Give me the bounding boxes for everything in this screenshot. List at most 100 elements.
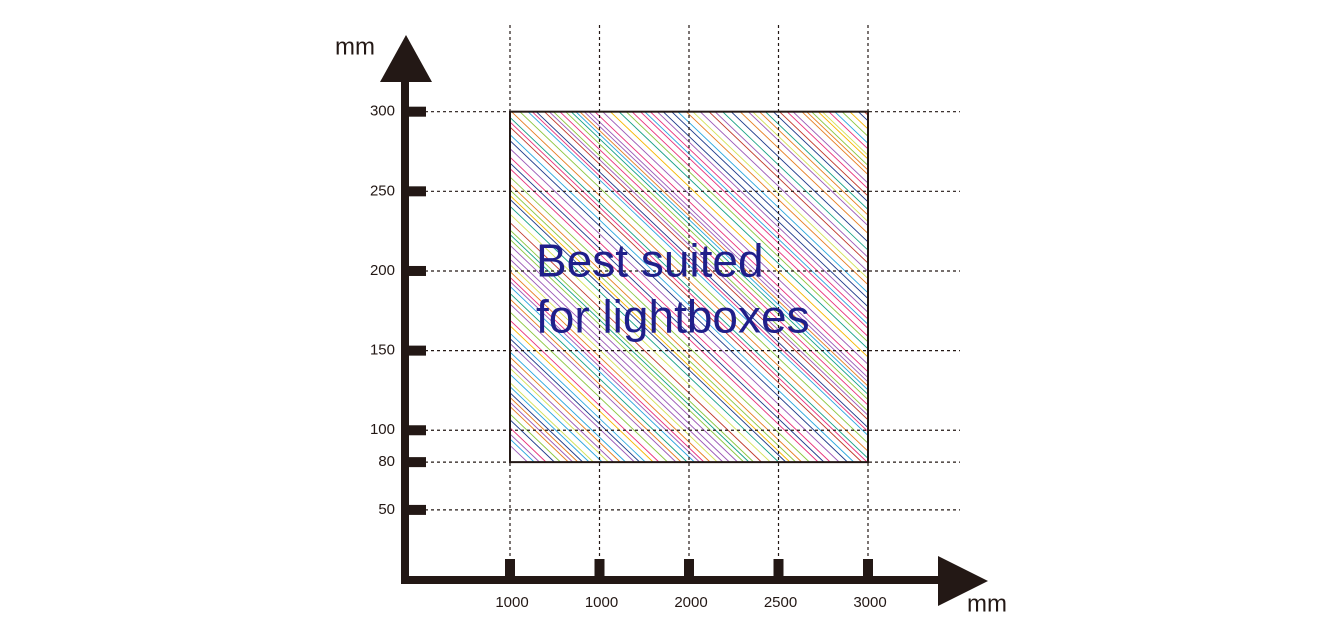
hatch-line [510,311,668,463]
hatch-line [618,111,868,350]
hatch-line [510,351,626,463]
hatch-line [588,111,868,379]
hatch-line [510,392,584,463]
hatch-line [722,111,868,251]
hatch-line [752,111,868,223]
hatch-line [671,111,868,300]
x-tick [863,559,873,578]
hatch-line [510,233,750,463]
hatch-line [510,337,641,463]
hatch-line [510,167,819,463]
hatch-line [510,367,609,463]
hatch-line [510,189,797,463]
hatch-line [821,111,868,156]
hatch-line [511,111,868,452]
hatch-line [510,183,803,463]
hatch-line [610,111,868,358]
y-tick-label: 250 [370,182,395,199]
x-tick [594,559,605,578]
hatch-line [510,386,590,463]
hatch-line [510,438,535,463]
hatch-line [510,419,555,463]
hatch-line [553,111,868,412]
x-axis-label: mm [967,590,1007,617]
hatch-line [510,126,863,463]
hatch-line [730,111,868,243]
hatch-line [510,121,868,463]
hatch-line [765,111,868,211]
hatch-line [544,111,868,421]
y-tick-label: 200 [370,262,395,279]
hatch-line [602,111,868,366]
hatch-line [625,111,868,343]
hatch-line [510,292,688,463]
hatch-line [510,205,779,463]
hatch-line [714,111,868,258]
hatch-line [570,111,868,396]
hatch-line [510,258,724,463]
y-axis-label: mm [335,33,375,60]
hatch-line [779,111,868,197]
hatch-line [739,111,868,235]
hatch-line [510,213,771,463]
hatch-line [583,111,868,383]
hatch-line [644,111,868,325]
y-tick [405,106,426,117]
hatch [510,111,868,463]
hatch-line [801,111,868,176]
hatch-line [594,111,868,373]
region-text: Best suited [536,235,764,287]
region-box [509,110,869,464]
hatch-line [510,401,574,463]
y-tick [405,504,426,515]
y-tick-label: 100 [370,421,395,438]
hatch-line [575,111,868,391]
x-tick-label: 3000 [853,594,886,611]
y-tick-label: 80 [378,453,395,470]
x-tick-label: 1000 [495,594,528,611]
hatch-line [565,111,868,401]
hatch-line [510,238,745,463]
hatch-line [510,276,705,463]
hatch-line [535,111,868,429]
hatch-line [849,111,868,130]
hatch-line [863,111,868,116]
hatch-line [510,362,614,463]
hatch-line [510,116,868,459]
hatch-line [708,111,868,264]
hatch-line [662,111,868,308]
region-text: for lightboxes [536,291,810,343]
hatch-line [510,229,755,463]
hatch-line [692,111,868,280]
hatch-line [519,111,868,444]
x-tick [773,559,784,578]
hatch-line [510,356,621,463]
hatch-line [510,444,528,463]
hatch-line [510,147,840,463]
hatch-line [510,264,718,463]
hatch-line [510,405,569,463]
hatch-line [510,332,646,463]
hatch-line [817,111,868,160]
x-tick-label: 1000 [585,594,618,611]
x-tick-label: 2500 [764,594,797,611]
hatch-line [510,319,660,463]
hatch-line [772,111,868,203]
hatch-line [656,111,868,314]
hatch-line [510,133,855,463]
y-tick [405,457,426,468]
x-tick [684,559,694,578]
hatch-line [649,111,868,320]
hatch-line [685,111,868,286]
hatch-line [510,221,762,463]
grid [425,25,960,560]
hatch-line [510,427,547,463]
hatch-line [559,111,868,406]
hatch-line [510,252,730,463]
hatch-line [510,325,654,463]
hatch-line [510,270,711,463]
hatch-line [510,244,738,463]
hatch-line [631,111,868,338]
hatch-line [786,111,868,190]
